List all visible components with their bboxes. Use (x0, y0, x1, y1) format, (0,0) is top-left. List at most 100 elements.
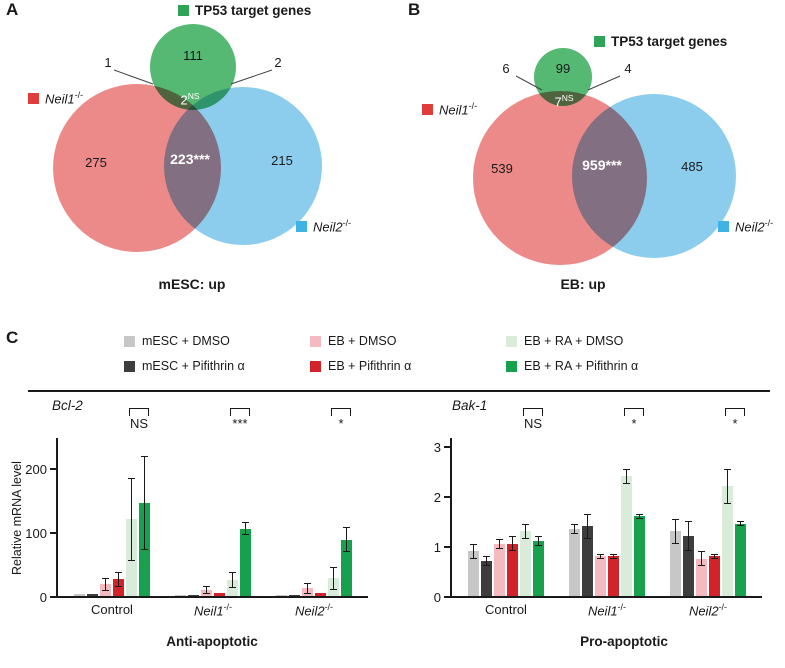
error-bar (672, 518, 679, 544)
neil1-name: Neil1-/- (439, 101, 477, 117)
significance-bracket (331, 408, 351, 416)
legend-swatch-icon (310, 335, 321, 347)
y-tick-mark (50, 468, 56, 470)
tp53-swatch-icon (178, 5, 189, 16)
legend-divider (28, 390, 770, 392)
bar-slot (315, 438, 326, 596)
count-tp53-only: 111 (183, 48, 203, 63)
x-category-label: Neil2-/- (294, 602, 334, 619)
error-bar (470, 543, 477, 559)
significance-label: *** (232, 416, 248, 431)
error-bar (304, 582, 311, 595)
bar (696, 558, 707, 596)
neil1-set-label: Neil1-/- (28, 90, 83, 106)
venn-circle-neil2 (572, 94, 736, 258)
tp53-legend-label: TP53 target genes (611, 34, 728, 49)
error-bar (535, 536, 542, 546)
chart-body: Relative mRNA level 0 100 200 NS Control ***… (8, 408, 368, 618)
neil1-swatch-icon (28, 92, 39, 104)
chart-body: 0 1 2 3 NS Control * Neil1-/- * Neil2-/- (402, 408, 762, 618)
bar-group: NS Control (468, 408, 544, 617)
error-bar (496, 538, 503, 549)
y-tick-mark (50, 596, 56, 598)
bar-group: * Neil2-/- (276, 408, 352, 618)
error-bar (115, 571, 122, 588)
error-bar (509, 536, 516, 551)
bar (533, 541, 544, 596)
bar (709, 556, 720, 596)
bar (494, 543, 505, 596)
bar (520, 531, 531, 596)
error-bar (343, 526, 350, 553)
legend-label: EB + RA + Pifithrin α (524, 359, 639, 373)
chart-bcl2: Bcl-2 Relative mRNA level 0 100 200 NS Cont… (8, 398, 390, 658)
error-bar (737, 521, 744, 526)
y-tick-mark (50, 532, 56, 534)
neil1-name: Neil1-/- (45, 90, 83, 106)
neil1-genotype: -/- (74, 90, 84, 100)
count-triple-ns: NS (561, 93, 574, 103)
legend-item: EB + DMSO (310, 334, 506, 348)
legend-item: EB + RA + DMSO (506, 334, 638, 348)
bar-slot (670, 438, 681, 596)
neil1-genotype: -/- (468, 101, 478, 111)
bar (276, 594, 287, 596)
significance-bracket (725, 408, 745, 416)
bar (621, 476, 632, 596)
plot-area-bak1: NS Control * Neil1-/- * Neil2-/- (450, 408, 762, 618)
count-tp53-neil1: 6 (502, 61, 510, 76)
bar (481, 561, 492, 596)
error-bar (229, 572, 236, 589)
bar-slot (696, 438, 707, 596)
tp53-swatch-icon (594, 36, 605, 47)
bar (341, 539, 352, 596)
error-bar (623, 468, 630, 484)
bar-slot (735, 438, 746, 596)
venn-caption-mesc: mESC: up (158, 276, 226, 292)
count-neil2-only: 215 (271, 153, 293, 168)
bar (315, 593, 326, 596)
panel-a: A TP53 target genes 111 1 2 2NS 275 223*… (0, 0, 392, 314)
count-tp53-neil2: 2 (274, 55, 282, 70)
neil2-swatch-icon (296, 220, 307, 232)
bar-slot (175, 438, 186, 596)
legend-swatch-icon (506, 335, 517, 347)
bar-slot (468, 438, 479, 596)
bar (227, 580, 238, 596)
count-triple-overlap: 2NS (168, 91, 212, 108)
x-category-label: Control (91, 602, 133, 617)
bar (113, 579, 124, 596)
y-axis: 0 1 2 3 (420, 438, 450, 605)
significance-label: * (631, 416, 637, 431)
bar (188, 594, 199, 596)
significance-bracket (523, 408, 543, 416)
error-bar (242, 522, 249, 536)
leader-lines (515, 75, 621, 91)
y-tick-label: 2 (433, 490, 441, 505)
legend-label: mESC + Pifithrin α (142, 359, 245, 373)
bar-group: NS Control (74, 408, 150, 617)
error-bar (597, 553, 604, 559)
bar (214, 593, 225, 596)
neil2-genotype: -/- (764, 218, 774, 228)
error-bar (610, 553, 617, 559)
venn-circle-tp53 (534, 48, 592, 106)
tp53-legend-b: TP53 target genes (594, 34, 727, 49)
x-axis-title-bcl2: Anti-apoptotic (166, 634, 258, 649)
bar (670, 531, 681, 596)
legend-label: EB + RA + DMSO (524, 334, 624, 348)
bar-slot (722, 438, 733, 596)
chart-title-bak1: Bak-1 (452, 398, 488, 413)
panel-c-letter: C (6, 328, 19, 347)
y-tick-label: 0 (39, 590, 47, 605)
bar (582, 526, 593, 596)
neil2-gene: Neil2 (735, 219, 765, 235)
legend-swatch-icon (124, 335, 135, 347)
neil2-genotype: -/- (342, 218, 352, 228)
bar-slot (608, 438, 619, 596)
bar (683, 536, 694, 596)
bar (175, 594, 186, 596)
venn-caption-eb: EB: up (560, 276, 606, 292)
bar (608, 556, 619, 596)
count-triple-value: 7 (554, 94, 562, 110)
